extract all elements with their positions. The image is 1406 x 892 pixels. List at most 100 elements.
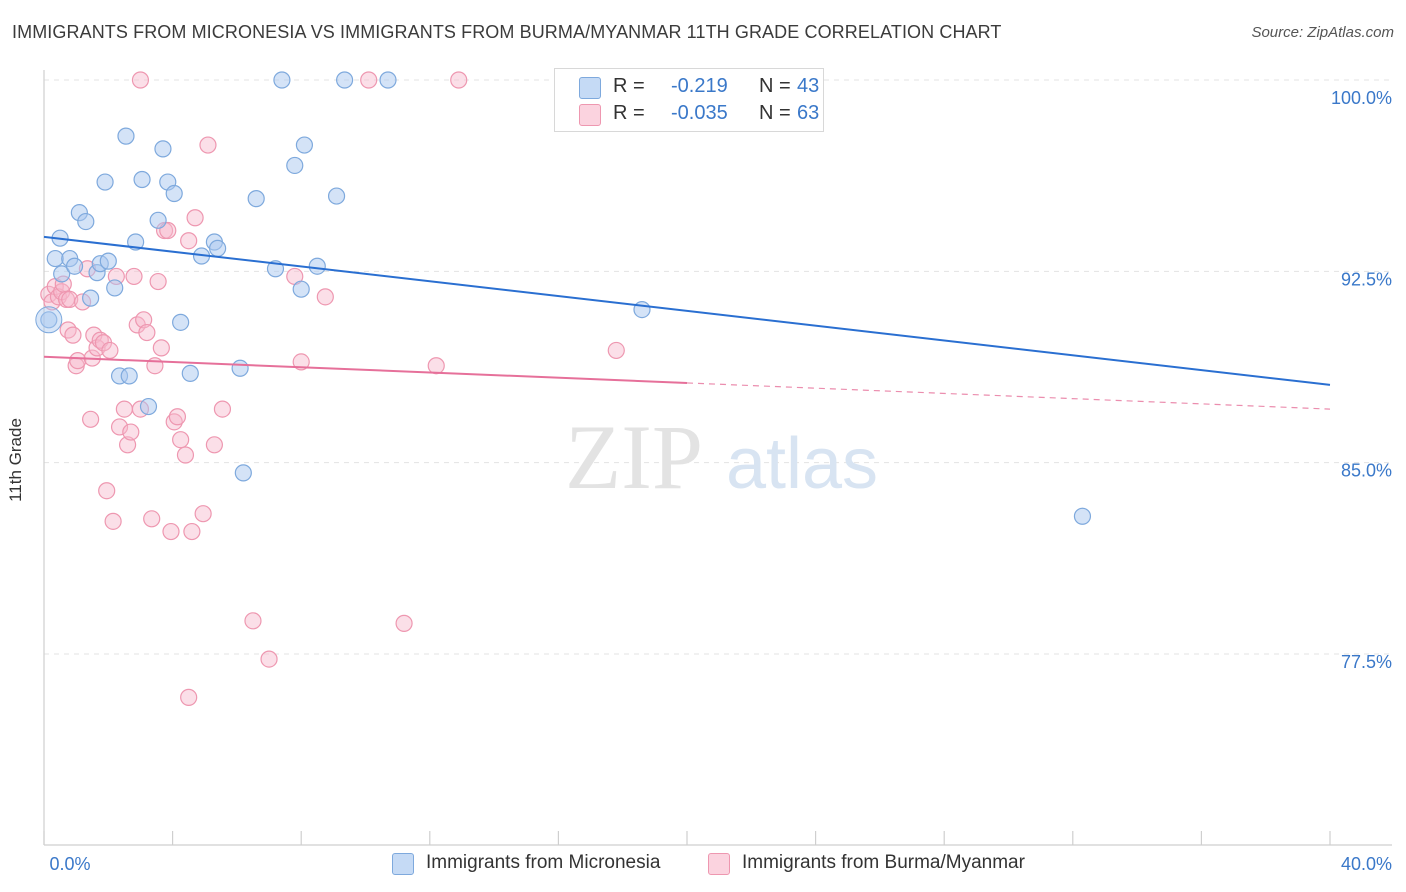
burma-points [40, 71, 625, 706]
burma-point [213, 400, 232, 418]
burma-point [143, 510, 161, 528]
micronesia-point [172, 313, 190, 331]
stats-swatch-burma [579, 104, 601, 126]
n-value: 43 [797, 75, 820, 97]
r-value: -0.219 [671, 75, 728, 97]
burma-point [172, 431, 190, 449]
burma-point [194, 505, 212, 523]
micronesia-point [247, 190, 265, 208]
r-label: R = [613, 102, 645, 124]
micronesia-point [139, 397, 158, 416]
axes [43, 70, 1392, 846]
y-axis-label: 11th Grade [6, 418, 25, 502]
micronesia-point [231, 359, 249, 377]
micronesia-point [327, 187, 346, 205]
micronesia-point [99, 252, 117, 270]
micronesia-point [65, 257, 84, 275]
micronesia-point [117, 127, 135, 145]
micronesia-point [106, 279, 124, 297]
burma-point [101, 341, 119, 360]
micronesia-point [273, 71, 291, 89]
burma-point [138, 323, 156, 342]
burma-point [125, 267, 143, 286]
burma-point [450, 71, 468, 89]
burma-point [360, 71, 378, 89]
burma-point [149, 272, 167, 291]
legend-swatch-burma [708, 853, 730, 875]
micronesia-point [295, 136, 314, 154]
burma-point [183, 522, 201, 541]
micronesia-point [308, 257, 326, 275]
stats-box: R = -0.219 N = 43 R = -0.035 N = 63 [554, 68, 824, 132]
burma-point [61, 290, 79, 308]
micronesia-trend-line [43, 235, 1331, 386]
micronesia-point [77, 212, 95, 231]
burma-point [165, 413, 183, 431]
micronesia-point [209, 239, 227, 257]
n-value: 63 [797, 102, 820, 124]
micronesia-point [1073, 507, 1092, 525]
burma-point [427, 357, 445, 375]
micronesia-point [149, 211, 167, 229]
burma-trend-line [43, 355, 688, 384]
y-tick-label: 92.5% [1341, 269, 1392, 289]
micronesia-point [234, 464, 252, 482]
burma-point [64, 326, 82, 344]
burma-point [82, 410, 100, 428]
burma-point [104, 512, 122, 530]
burma-point [152, 339, 170, 357]
n-label: N = [759, 102, 791, 124]
micronesia-point [154, 140, 172, 158]
burma-point [395, 614, 413, 632]
burma-point [607, 341, 625, 360]
source-credit: Source: ZipAtlas.com [1251, 24, 1394, 41]
micronesia-point [379, 71, 397, 89]
burma-point [316, 288, 334, 306]
micronesia-point [46, 249, 64, 268]
burma-point [110, 418, 129, 436]
stats-swatch-micronesia [579, 77, 601, 99]
watermark: ZIP atlas [565, 406, 878, 508]
micronesia-point [286, 156, 304, 175]
burma-point [199, 136, 217, 154]
burma-trend-line-dashed [686, 382, 1331, 410]
burma-point [122, 423, 140, 441]
trend-lines [43, 235, 1331, 410]
n-label: N = [759, 75, 791, 97]
micronesia-point [96, 173, 114, 191]
burma-point [180, 232, 198, 250]
micronesia-point [633, 301, 651, 319]
x-tick-label: 0.0% [49, 854, 90, 874]
burma-point [186, 209, 204, 227]
r-label: R = [613, 75, 645, 97]
micronesia-point [133, 170, 151, 189]
burma-point [69, 352, 87, 370]
micronesia-points [35, 71, 1092, 525]
burma-point [260, 650, 278, 668]
burma-point [205, 436, 223, 454]
tick-labels: 100.0% 92.5% 85.0% 77.5% 0.0% 40.0% [49, 88, 1392, 874]
burma-point [176, 446, 195, 464]
burma-point [244, 612, 262, 630]
micronesia-point [292, 280, 310, 298]
burma-point [162, 522, 180, 541]
burma-point [59, 321, 77, 339]
burma-point [135, 311, 153, 329]
micronesia-point [82, 289, 100, 307]
burma-point [98, 482, 116, 500]
burma-point [168, 408, 187, 426]
y-tick-label: 100.0% [1331, 88, 1392, 108]
watermark-zip: ZIP [565, 406, 703, 508]
legend-swatch-micronesia [392, 853, 414, 875]
micronesia-point [53, 265, 71, 283]
watermark-atlas: atlas [726, 424, 878, 504]
micronesia-point [181, 364, 199, 382]
r-value: -0.035 [671, 102, 728, 124]
x-tick-label: 40.0% [1341, 854, 1392, 874]
y-tick-label: 77.5% [1341, 652, 1392, 672]
burma-point [292, 353, 310, 371]
burma-point [131, 71, 150, 89]
micronesia-point [40, 311, 58, 329]
micronesia-point [165, 184, 183, 203]
